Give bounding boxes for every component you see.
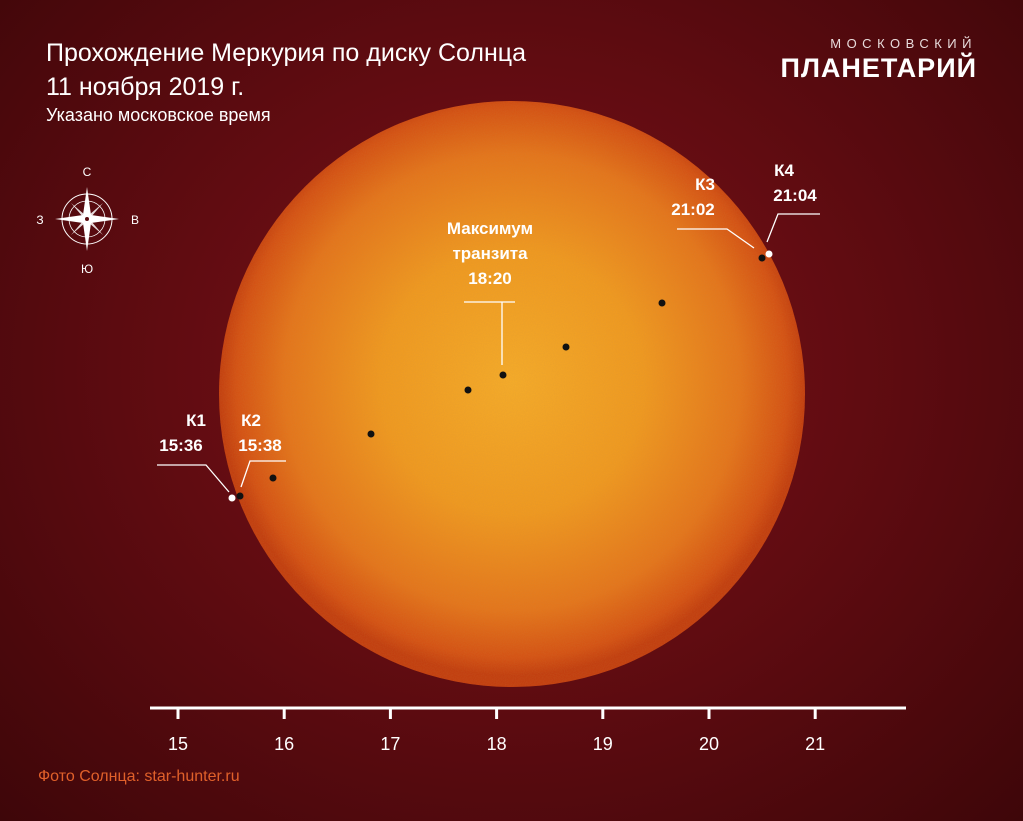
k1-time: 15:36 (159, 436, 202, 455)
max-line-2: транзита (452, 244, 528, 263)
subtitle: Указано московское время (46, 105, 271, 125)
k3-name: К3 (695, 175, 715, 194)
timeline-tick-label: 15 (168, 734, 188, 754)
logo-main-text: ПЛАНЕТАРИЙ (780, 53, 977, 83)
timeline-tick-label: 19 (593, 734, 613, 754)
mercury-k4-dot (765, 250, 773, 258)
mercury-dot (269, 474, 277, 482)
photo-credit: Фото Солнца: star-hunter.ru (38, 768, 240, 785)
k1-leader-line (157, 464, 230, 493)
k3-leader-line (677, 228, 755, 249)
timeline-tick-label: 21 (805, 734, 825, 754)
k3-time: 21:02 (671, 200, 714, 219)
timeline-ticks: 15 16 17 18 19 20 21 (168, 708, 825, 754)
callout-lines (157, 213, 820, 493)
mercury-dot (562, 343, 570, 351)
max-line-1: Максимум (447, 219, 533, 238)
mercury-k3-dot (758, 254, 766, 262)
planetarium-logo: МОСКОВСКИЙ ПЛАНЕТАРИЙ (781, 36, 977, 84)
mercury-k2-dot (236, 492, 244, 500)
timeline-tick-label: 18 (487, 734, 507, 754)
k4-name: К4 (774, 161, 794, 180)
logo-top-text: МОСКОВСКИЙ (830, 36, 977, 51)
mercury-dot (658, 299, 666, 307)
compass-rose-icon (55, 187, 119, 251)
k2-leader-line (240, 460, 286, 488)
timeline-tick-label: 17 (380, 734, 400, 754)
timeline-tick-label: 16 (274, 734, 294, 754)
title-line-2: 11 ноября 2019 г. (46, 73, 245, 101)
mercury-dot (464, 386, 472, 394)
compass-north-label: С (83, 165, 92, 179)
mercury-positions (228, 250, 773, 502)
page-title: Прохождение Меркурия по диску Солнца 11 … (46, 36, 526, 104)
sun-texture (219, 101, 805, 687)
k4-time: 21:04 (773, 186, 817, 205)
mercury-dot (367, 430, 375, 438)
compass-south-label: Ю (81, 262, 93, 276)
mercury-k1-dot (228, 494, 236, 502)
mercury-max-dot (499, 371, 507, 379)
compass-west-label: З (36, 213, 43, 227)
timeline: 15 16 17 18 19 20 21 (150, 706, 906, 754)
k1-name: К1 (186, 411, 206, 430)
title-line-1: Прохождение Меркурия по диску Солнца (46, 39, 527, 67)
k2-name: К2 (241, 411, 261, 430)
compass-east-label: В (131, 213, 139, 227)
max-time: 18:20 (468, 269, 511, 288)
k4-leader-line (766, 213, 820, 243)
timeline-tick-label: 20 (699, 734, 719, 754)
k2-time: 15:38 (238, 436, 281, 455)
